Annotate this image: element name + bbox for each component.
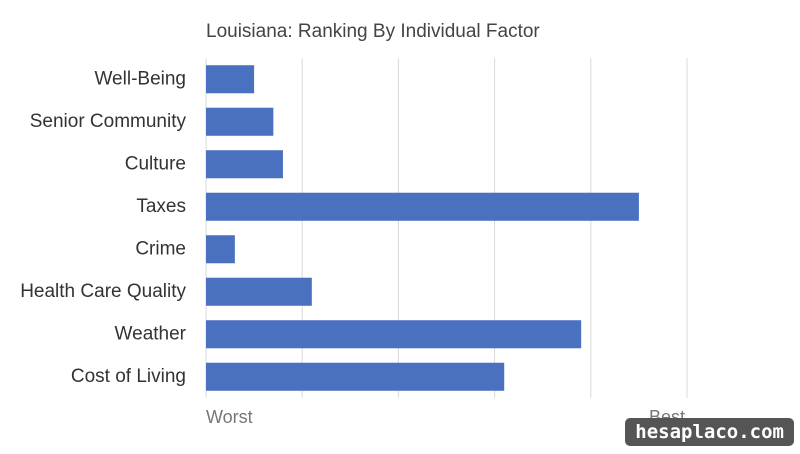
bar [206,235,235,264]
bar [206,150,283,179]
bar [206,320,582,349]
bar [206,277,312,306]
axis-end-label: Worst [206,407,253,427]
y-tick-label: Senior Community [30,111,187,132]
watermark: hesaplaco.com [625,418,794,446]
bar [206,107,274,136]
y-tick-label: Cost of Living [71,366,186,387]
y-tick-label: Crime [135,238,186,259]
y-tick-label: Well-Being [94,68,186,89]
bar [206,192,639,221]
y-tick-label: Culture [125,153,186,174]
bar [206,65,255,94]
chart-title: Louisiana: Ranking By Individual Factor [206,21,540,42]
bar [206,362,505,391]
y-tick-label: Weather [115,323,187,344]
y-tick-label: Taxes [136,196,186,217]
y-tick-label: Health Care Quality [20,281,186,302]
